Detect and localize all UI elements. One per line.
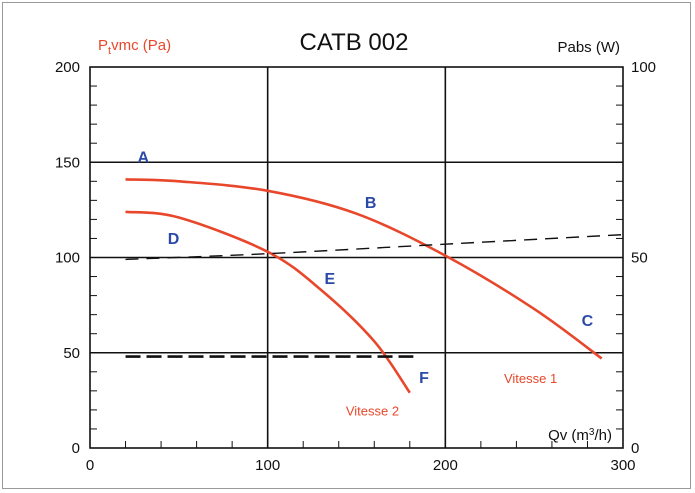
x-tick-label: 200: [433, 457, 458, 474]
y-left-tick-label: 200: [55, 59, 80, 76]
x-axis-title-rest: /h): [594, 427, 612, 444]
operating-point-label: F: [419, 370, 429, 387]
left-axis-title-subscript: t: [108, 45, 111, 57]
power-curve-dashed: [125, 233, 624, 261]
pressure-curve-1: [125, 178, 603, 360]
chart-title: CATB 002: [300, 29, 409, 56]
y-right-tick-label: 50: [631, 250, 648, 267]
left-axis-title-base: P: [98, 37, 108, 54]
right-axis-title: Pabs (W): [557, 39, 620, 56]
left-axis-title-rest: vmc (Pa): [111, 37, 171, 54]
left-axis-title: Ptvmc (Pa): [98, 37, 171, 57]
operating-point-label: A: [138, 149, 150, 166]
x-axis-title-superscript: 3: [589, 427, 595, 438]
y-right-tick-label: 100: [631, 59, 656, 76]
operating-point-label: B: [365, 195, 377, 212]
curve-label: Vitesse 2: [346, 404, 399, 419]
y-left-tick-label: 0: [72, 440, 80, 457]
operating-point-label: C: [582, 313, 594, 330]
curve-label: Vitesse 1: [504, 371, 557, 386]
operating-point-label: E: [325, 271, 336, 288]
x-tick-label: 0: [86, 457, 94, 474]
x-axis-title-base: Qv (m: [548, 427, 589, 444]
y-left-tick-label: 100: [55, 250, 80, 267]
x-tick-label: 100: [255, 457, 280, 474]
x-tick-label: 300: [610, 457, 635, 474]
pressure-curve-2: [125, 210, 411, 394]
y-right-tick-label: 0: [631, 440, 639, 457]
y-left-tick-label: 50: [63, 345, 80, 362]
y-left-tick-label: 150: [55, 154, 80, 171]
operating-point-label: D: [168, 231, 180, 248]
x-axis-title: Qv (m3/h): [548, 427, 612, 444]
chart-frame: [2, 2, 691, 489]
